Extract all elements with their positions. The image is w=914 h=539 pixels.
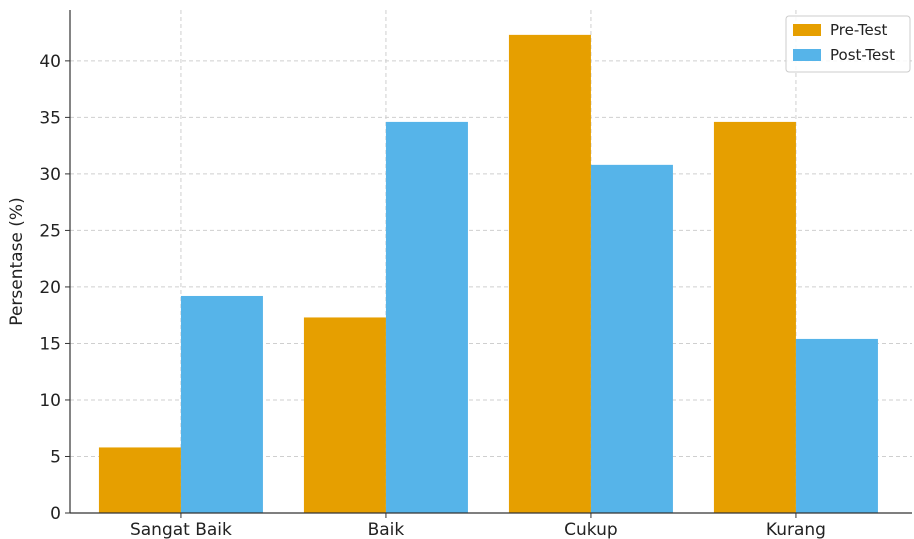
legend-label: Post-Test (830, 46, 895, 64)
bar-pre-test-baik (303, 317, 386, 513)
bar-post-test-kurang (795, 338, 878, 513)
legend-swatch-post-test (793, 49, 821, 61)
ticks: 0 5 10 15 20 25 30 35 40 Sangat Baik Baik Cukup Kura… (39, 52, 826, 539)
legend: Pre-Test Post-Test (785, 15, 911, 73)
y-tick-label: 0 (50, 504, 61, 524)
y-tick-label: 10 (39, 391, 61, 411)
y-tick-label: 20 (39, 278, 61, 298)
x-tick-label: Kurang (766, 520, 826, 539)
legend-label: Pre-Test (830, 21, 888, 39)
axes (69, 10, 912, 514)
y-tick-label: 15 (39, 334, 61, 354)
y-tick-label: 5 (50, 447, 61, 467)
y-tick-label: 40 (39, 52, 61, 72)
bar-post-test-baik (385, 121, 468, 513)
bar-post-test-sangat-baik (180, 295, 263, 513)
x-tick-label: Sangat Baik (130, 520, 232, 539)
x-tick-label: Cukup (564, 520, 618, 539)
y-tick-label: 30 (39, 165, 61, 185)
bars (98, 34, 878, 513)
bar-pre-test-kurang (713, 121, 796, 513)
legend-swatch-pre-test (793, 24, 821, 36)
x-tick-label: Baik (368, 520, 405, 539)
y-tick-label: 25 (39, 221, 61, 241)
y-axis-title: Persentase (%) (7, 197, 27, 325)
y-tick-label: 35 (39, 108, 61, 128)
bar-post-test-cukup (590, 164, 673, 513)
legend-items: Pre-Test Post-Test (793, 21, 895, 64)
bar-pre-test-sangat-baik (98, 447, 181, 513)
bar-pre-test-cukup (508, 34, 591, 513)
